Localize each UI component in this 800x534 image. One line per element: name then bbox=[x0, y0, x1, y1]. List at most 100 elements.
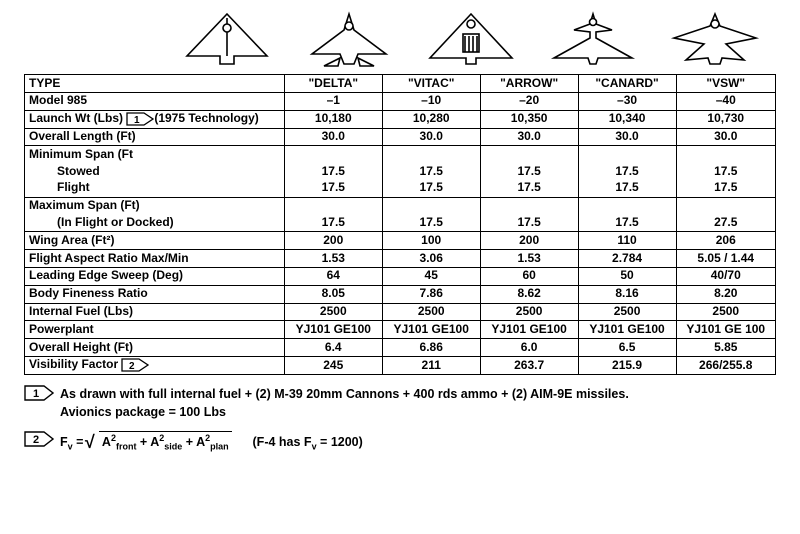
table-row: Stowed17.517.517.517.517.5 bbox=[25, 163, 776, 180]
cell: 215.9 bbox=[578, 356, 676, 374]
row-label: Overall Length (Ft) bbox=[25, 128, 285, 146]
cell: –30 bbox=[578, 92, 676, 110]
aircraft-silhouettes-row bbox=[24, 10, 776, 68]
svg-text:2: 2 bbox=[129, 361, 135, 372]
cell: 7.86 bbox=[382, 285, 480, 303]
cell: 8.62 bbox=[480, 285, 578, 303]
cell: 2500 bbox=[480, 303, 578, 321]
cell: 1.53 bbox=[480, 250, 578, 268]
cell: YJ101 GE100 bbox=[284, 321, 382, 339]
cell: 8.05 bbox=[284, 285, 382, 303]
table-row: (In Flight or Docked)17.517.517.517.527.… bbox=[25, 215, 776, 232]
footnotes: 1 As drawn with full internal fuel + (2)… bbox=[24, 385, 776, 454]
cell: 8.20 bbox=[676, 285, 776, 303]
table-row: Flight Aspect Ratio Max/Min1.533.061.532… bbox=[25, 250, 776, 268]
table-row: Wing Area (Ft²)200100200110206 bbox=[25, 232, 776, 250]
cell bbox=[578, 197, 676, 214]
cell: 5.85 bbox=[676, 339, 776, 357]
header-row: TYPE "DELTA" "VITAC" "ARROW" "CANARD" "V… bbox=[25, 75, 776, 93]
row-label: Visibility Factor 2 bbox=[25, 356, 285, 374]
footnote-1: 1 As drawn with full internal fuel + (2)… bbox=[24, 385, 776, 421]
cell: 17.5 bbox=[382, 180, 480, 197]
table-row: Internal Fuel (Lbs)25002500250025002500 bbox=[25, 303, 776, 321]
table-row: Launch Wt (Lbs) 1(1975 Technology)10,180… bbox=[25, 110, 776, 128]
cell: –10 bbox=[382, 92, 480, 110]
cell: 2500 bbox=[382, 303, 480, 321]
cell: 17.5 bbox=[382, 215, 480, 232]
svg-text:1: 1 bbox=[33, 388, 39, 400]
cell: 30.0 bbox=[284, 128, 382, 146]
col-header: "ARROW" bbox=[480, 75, 578, 93]
cell: 2500 bbox=[578, 303, 676, 321]
cell: 60 bbox=[480, 267, 578, 285]
cell: 2.784 bbox=[578, 250, 676, 268]
cell bbox=[480, 197, 578, 214]
row-label: Minimum Span (Ft bbox=[25, 146, 285, 163]
cell: –20 bbox=[480, 92, 578, 110]
footnote-1-line-b: Avionics package = 100 Lbs bbox=[60, 405, 226, 419]
table-row: Body Fineness Ratio8.057.868.628.168.20 bbox=[25, 285, 776, 303]
cell: 17.5 bbox=[284, 163, 382, 180]
sqrt-expression: √ A2front + A2side + A2plan bbox=[87, 431, 232, 454]
cell bbox=[382, 197, 480, 214]
table-row: Visibility Factor 2245211263.7215.9266/2… bbox=[25, 356, 776, 374]
cell: 17.5 bbox=[578, 180, 676, 197]
header-label: TYPE bbox=[25, 75, 285, 93]
cell: 10,280 bbox=[382, 110, 480, 128]
table-row: PowerplantYJ101 GE100YJ101 GE100YJ101 GE… bbox=[25, 321, 776, 339]
svg-text:1: 1 bbox=[134, 115, 140, 126]
table-row: Model 985–1–10–20–30–40 bbox=[25, 92, 776, 110]
spec-table: TYPE "DELTA" "VITAC" "ARROW" "CANARD" "V… bbox=[24, 74, 776, 375]
silhouette-canard bbox=[538, 10, 648, 68]
cell: 30.0 bbox=[382, 128, 480, 146]
cell: YJ101 GE100 bbox=[578, 321, 676, 339]
footnote-2-formula: Fv = √ A2front + A2side + A2plan (F-4 ha… bbox=[60, 431, 363, 454]
cell: 206 bbox=[676, 232, 776, 250]
cell: 17.5 bbox=[480, 163, 578, 180]
cell: 2500 bbox=[676, 303, 776, 321]
table-row: Minimum Span (Ft bbox=[25, 146, 776, 163]
cell: 64 bbox=[284, 267, 382, 285]
cell: –1 bbox=[284, 92, 382, 110]
silhouette-delta bbox=[172, 10, 282, 68]
cell: 8.16 bbox=[578, 285, 676, 303]
callout-1-icon: 1 bbox=[126, 112, 154, 126]
silhouette-vitac bbox=[294, 10, 404, 68]
col-header: "DELTA" bbox=[284, 75, 382, 93]
cell: 17.5 bbox=[578, 163, 676, 180]
silhouette-vsw bbox=[660, 10, 770, 68]
table-row: Flight17.517.517.517.517.5 bbox=[25, 180, 776, 197]
cell bbox=[676, 197, 776, 214]
cell: 211 bbox=[382, 356, 480, 374]
row-label: Flight Aspect Ratio Max/Min bbox=[25, 250, 285, 268]
cell: YJ101 GE 100 bbox=[676, 321, 776, 339]
cell: 200 bbox=[284, 232, 382, 250]
table-row: Maximum Span (Ft) bbox=[25, 197, 776, 214]
row-label: Wing Area (Ft²) bbox=[25, 232, 285, 250]
row-label: Maximum Span (Ft) bbox=[25, 197, 285, 214]
callout-2-icon: 2 bbox=[121, 358, 149, 372]
cell: 17.5 bbox=[284, 215, 382, 232]
cell: 6.5 bbox=[578, 339, 676, 357]
cell bbox=[284, 197, 382, 214]
col-header: "CANARD" bbox=[578, 75, 676, 93]
col-header: "VITAC" bbox=[382, 75, 480, 93]
cell: 6.4 bbox=[284, 339, 382, 357]
cell: YJ101 GE100 bbox=[480, 321, 578, 339]
table-row: Leading Edge Sweep (Deg)6445605040/70 bbox=[25, 267, 776, 285]
cell bbox=[284, 146, 382, 163]
cell bbox=[578, 146, 676, 163]
footnote-1-line-a: As drawn with full internal fuel + (2) M… bbox=[60, 387, 629, 401]
cell bbox=[382, 146, 480, 163]
cell: 50 bbox=[578, 267, 676, 285]
row-label: Overall Height (Ft) bbox=[25, 339, 285, 357]
cell: 10,350 bbox=[480, 110, 578, 128]
cell bbox=[676, 146, 776, 163]
cell: 6.86 bbox=[382, 339, 480, 357]
radical-icon: √ bbox=[85, 429, 95, 455]
cell: 10,730 bbox=[676, 110, 776, 128]
footnote-1-text: As drawn with full internal fuel + (2) M… bbox=[60, 385, 629, 421]
cell: 100 bbox=[382, 232, 480, 250]
cell: 1.53 bbox=[284, 250, 382, 268]
radicand: A2front + A2side + A2plan bbox=[99, 431, 232, 454]
